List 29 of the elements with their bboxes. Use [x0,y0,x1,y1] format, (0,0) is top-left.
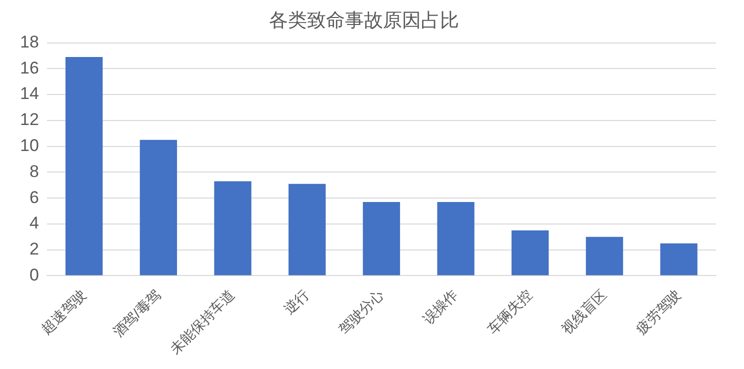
bar [362,202,400,276]
y-tick-label: 12 [20,110,39,130]
y-tick-label: 10 [20,136,39,156]
x-tick-label: 视线盲区 [558,286,610,338]
chart-title: 各类致命事故原因占比 [269,10,459,32]
y-tick-label: 6 [29,188,39,207]
x-tick-label: 车辆失控 [484,286,535,338]
bar [288,184,326,276]
bar [140,140,178,276]
bar [512,230,549,276]
x-tick-label: 酒驾/毒驾 [110,286,164,340]
bar [214,181,252,276]
x-tick-label: 未能保持车道 [166,286,238,357]
y-tick-label: 2 [29,240,39,259]
y-tick-label: 14 [20,84,39,104]
x-tick-label: 逆行 [280,286,312,318]
y-tick-label: 0 [29,265,39,284]
bar [437,202,474,276]
x-tick-label: 误操作 [420,286,461,328]
x-tick-label: 超速驾驶 [38,286,89,338]
y-tick-label: 8 [29,162,39,181]
y-tick-label: 16 [20,58,39,78]
x-tick-label: 疲劳驾驶 [632,286,684,338]
bar [586,236,624,276]
y-tick-label: 4 [29,214,39,233]
bar [660,243,698,276]
x-tick-label: 驾驶分心 [335,286,386,338]
y-tick-label: 18 [20,32,39,52]
bar [65,57,103,276]
